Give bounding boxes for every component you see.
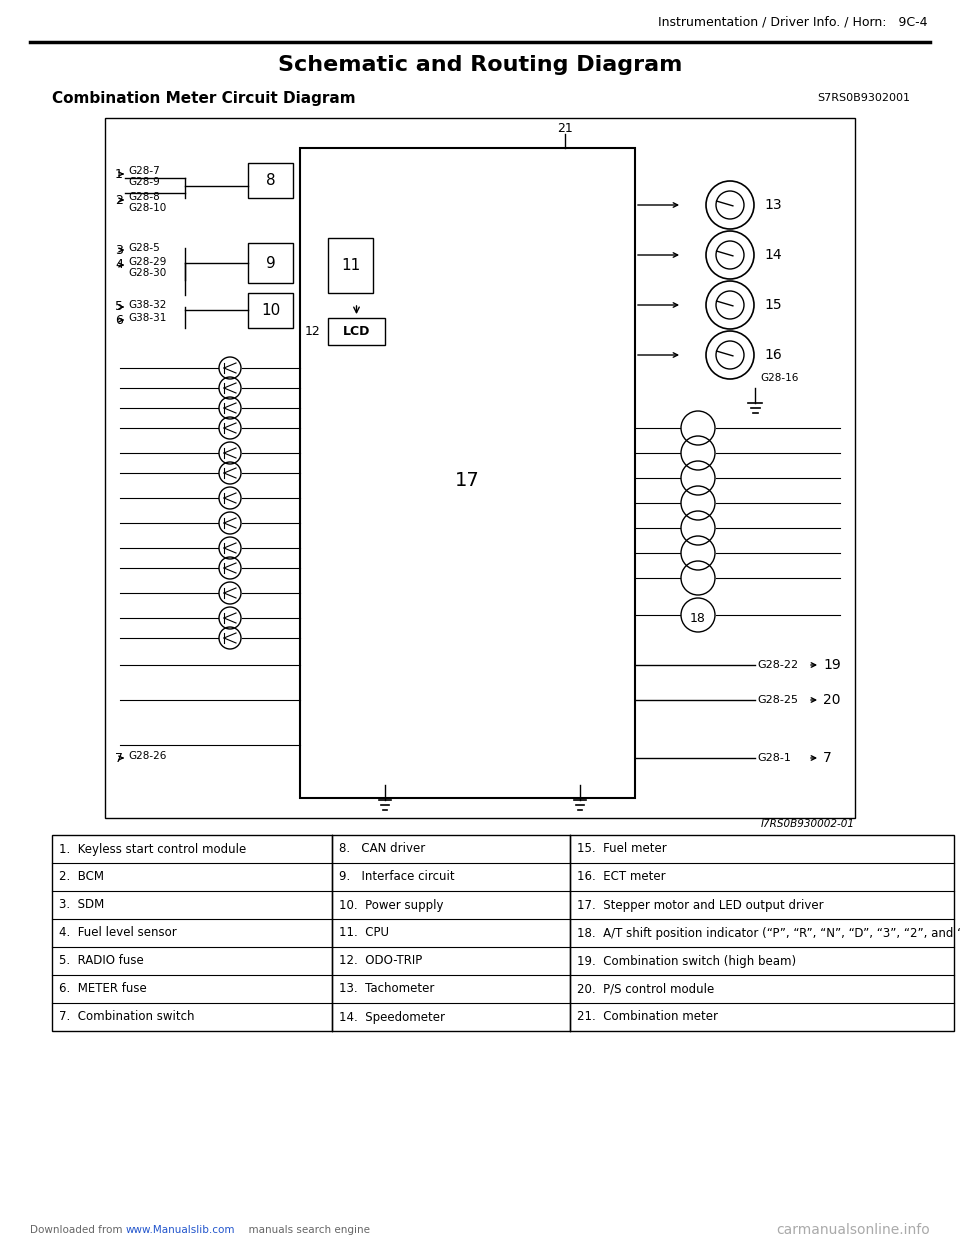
- Text: G38-32: G38-32: [128, 301, 166, 310]
- Text: G28-29: G28-29: [128, 257, 166, 267]
- Text: 8.   CAN driver: 8. CAN driver: [339, 842, 425, 856]
- Text: G28-9: G28-9: [128, 178, 159, 188]
- Bar: [248, 163, 293, 197]
- Text: G28-1: G28-1: [757, 753, 791, 763]
- Text: 9: 9: [266, 256, 276, 271]
- Text: G28-5: G28-5: [128, 243, 159, 253]
- Text: S7RS0B9302001: S7RS0B9302001: [817, 93, 910, 103]
- Text: G28-7: G28-7: [128, 166, 159, 176]
- Text: G28-22: G28-22: [757, 660, 798, 669]
- Text: 4: 4: [115, 258, 123, 272]
- Text: 2.  BCM: 2. BCM: [59, 871, 104, 883]
- Text: G28-8: G28-8: [128, 193, 159, 202]
- Text: Downloaded from: Downloaded from: [30, 1225, 126, 1235]
- Text: 7: 7: [823, 751, 831, 765]
- Bar: [248, 293, 293, 328]
- Text: 13.  Tachometer: 13. Tachometer: [339, 982, 434, 996]
- Text: manuals search engine: manuals search engine: [242, 1225, 370, 1235]
- Text: Instrumentation / Driver Info. / Horn:   9C-4: Instrumentation / Driver Info. / Horn: 9…: [659, 15, 928, 29]
- Text: 18.  A/T shift position indicator (“P”, “R”, “N”, “D”, “3”, “2”, and “L”): 18. A/T shift position indicator (“P”, “…: [577, 927, 960, 939]
- Text: www.Manualslib.com: www.Manualslib.com: [126, 1225, 235, 1235]
- Text: G28-25: G28-25: [757, 696, 798, 705]
- Text: 1.  Keyless start control module: 1. Keyless start control module: [59, 842, 247, 856]
- Text: 17: 17: [455, 471, 480, 489]
- Text: Combination Meter Circuit Diagram: Combination Meter Circuit Diagram: [52, 91, 355, 106]
- Bar: [328, 318, 385, 345]
- Text: 15: 15: [764, 298, 781, 312]
- Bar: [105, 118, 855, 818]
- Text: 5: 5: [115, 301, 123, 313]
- Text: 3.  SDM: 3. SDM: [59, 898, 105, 912]
- Text: 11.  CPU: 11. CPU: [339, 927, 389, 939]
- Text: 12: 12: [304, 325, 320, 338]
- Text: G28-26: G28-26: [128, 751, 166, 761]
- Text: 8: 8: [266, 173, 276, 188]
- Text: 21: 21: [557, 122, 573, 134]
- Text: 18: 18: [690, 611, 706, 625]
- Text: 9.   Interface circuit: 9. Interface circuit: [339, 871, 455, 883]
- Text: 14.  Speedometer: 14. Speedometer: [339, 1011, 445, 1023]
- Text: 12.  ODO-TRIP: 12. ODO-TRIP: [339, 955, 422, 968]
- Text: 1: 1: [115, 168, 123, 180]
- Text: 10: 10: [261, 303, 280, 318]
- Text: carmanualsonline.info: carmanualsonline.info: [777, 1223, 930, 1237]
- Text: LCD: LCD: [343, 325, 371, 338]
- Text: Schematic and Routing Diagram: Schematic and Routing Diagram: [277, 55, 683, 75]
- Text: G38-31: G38-31: [128, 313, 166, 323]
- Text: 6.  METER fuse: 6. METER fuse: [59, 982, 147, 996]
- Text: 4.  Fuel level sensor: 4. Fuel level sensor: [59, 927, 177, 939]
- Bar: [328, 238, 373, 293]
- Text: 13: 13: [764, 197, 781, 212]
- Text: 19: 19: [823, 658, 841, 672]
- Bar: [52, 835, 954, 1031]
- Text: 20: 20: [823, 693, 841, 707]
- Bar: [300, 148, 635, 799]
- Text: 7.  Combination switch: 7. Combination switch: [59, 1011, 195, 1023]
- Text: 21.  Combination meter: 21. Combination meter: [577, 1011, 718, 1023]
- Bar: [248, 243, 293, 283]
- Text: 14: 14: [764, 248, 781, 262]
- Text: 7: 7: [115, 751, 123, 765]
- Text: 3: 3: [115, 243, 123, 257]
- Text: G28-30: G28-30: [128, 268, 166, 278]
- Text: 11: 11: [341, 258, 360, 273]
- Text: 15.  Fuel meter: 15. Fuel meter: [577, 842, 667, 856]
- Text: 2: 2: [115, 194, 123, 206]
- Text: 5.  RADIO fuse: 5. RADIO fuse: [59, 955, 144, 968]
- Text: I7RS0B930002-01: I7RS0B930002-01: [761, 818, 855, 828]
- Text: 17.  Stepper motor and LED output driver: 17. Stepper motor and LED output driver: [577, 898, 824, 912]
- Text: 10.  Power supply: 10. Power supply: [339, 898, 444, 912]
- Text: 19.  Combination switch (high beam): 19. Combination switch (high beam): [577, 955, 796, 968]
- Text: 20.  P/S control module: 20. P/S control module: [577, 982, 714, 996]
- Text: G28-10: G28-10: [128, 202, 166, 212]
- Text: 6: 6: [115, 313, 123, 327]
- Text: G28-16: G28-16: [760, 373, 799, 383]
- Text: 16: 16: [764, 348, 781, 361]
- Text: 16.  ECT meter: 16. ECT meter: [577, 871, 665, 883]
